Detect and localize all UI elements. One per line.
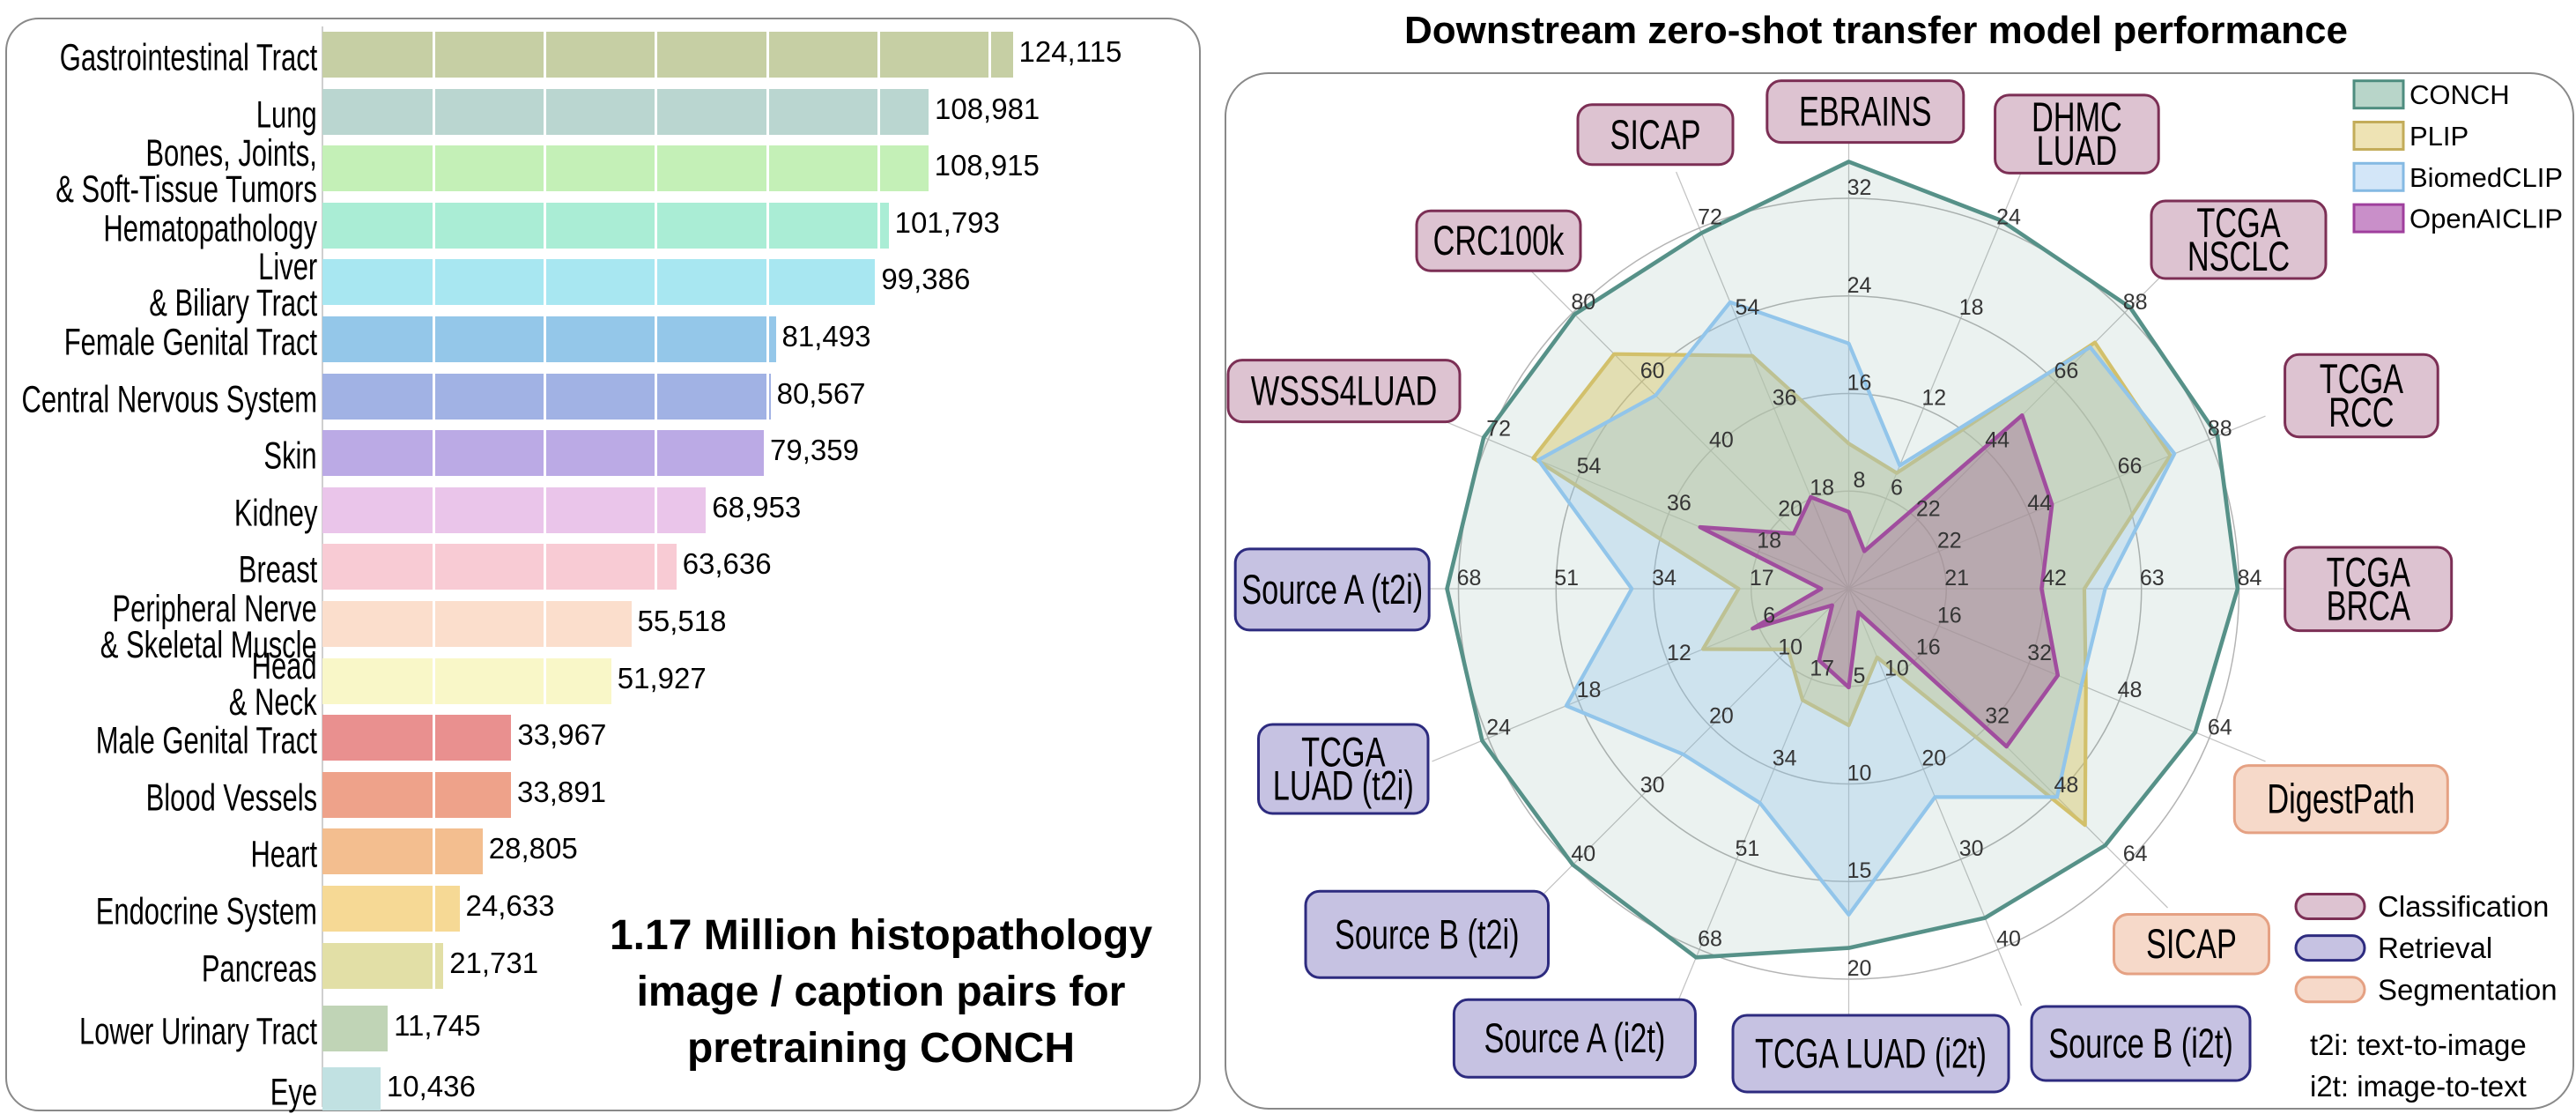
- svg-text:20: 20: [1847, 956, 1872, 981]
- svg-text:17: 17: [1810, 656, 1834, 680]
- svg-text:20: 20: [1778, 497, 1802, 522]
- svg-text:5: 5: [1854, 664, 1866, 688]
- svg-text:60: 60: [1640, 359, 1665, 383]
- svg-text:LUAD (t2i): LUAD (t2i): [1273, 762, 1414, 809]
- svg-text:PLIP: PLIP: [2409, 121, 2469, 152]
- svg-text:CONCH: CONCH: [2409, 79, 2510, 110]
- svg-text:30: 30: [1959, 836, 1984, 861]
- svg-text:40: 40: [1709, 427, 1734, 452]
- svg-text:22: 22: [1937, 529, 1962, 553]
- svg-text:RCC: RCC: [2328, 390, 2394, 436]
- svg-text:Segmentation: Segmentation: [2378, 973, 2557, 1006]
- svg-text:CRC100k: CRC100k: [1433, 218, 1565, 264]
- svg-text:36: 36: [1667, 491, 1691, 516]
- svg-text:32: 32: [1985, 704, 2010, 729]
- svg-text:NSCLC: NSCLC: [2187, 234, 2290, 280]
- svg-text:88: 88: [2208, 417, 2232, 442]
- svg-text:40: 40: [1996, 926, 2021, 951]
- svg-text:22: 22: [1916, 497, 1941, 522]
- svg-text:TCGA: TCGA: [2320, 356, 2404, 403]
- svg-text:TCGA LUAD (i2t): TCGA LUAD (i2t): [1755, 1030, 1987, 1077]
- svg-text:88: 88: [2123, 290, 2148, 315]
- svg-text:80: 80: [1571, 290, 1595, 315]
- svg-text:64: 64: [2208, 716, 2232, 740]
- svg-text:34: 34: [1773, 746, 1797, 771]
- svg-text:44: 44: [2027, 491, 2052, 516]
- svg-text:BiomedCLIP: BiomedCLIP: [2409, 162, 2563, 193]
- svg-text:18: 18: [1959, 295, 1984, 320]
- svg-text:63: 63: [2140, 566, 2165, 590]
- svg-text:10: 10: [1884, 656, 1909, 680]
- svg-text:LUAD: LUAD: [2037, 128, 2117, 175]
- svg-text:Source A (t2i): Source A (t2i): [1241, 567, 1423, 613]
- svg-text:6: 6: [1763, 603, 1775, 628]
- svg-text:OpenAICLIP: OpenAICLIP: [2409, 204, 2563, 234]
- svg-text:Classification: Classification: [2378, 890, 2549, 923]
- svg-text:6: 6: [1891, 476, 1903, 501]
- svg-text:10: 10: [1847, 761, 1872, 786]
- svg-text:34: 34: [1652, 566, 1677, 590]
- svg-text:72: 72: [1698, 205, 1722, 230]
- svg-text:Source B (t2i): Source B (t2i): [1335, 911, 1520, 958]
- svg-text:12: 12: [1667, 641, 1691, 665]
- svg-text:21: 21: [1944, 566, 1969, 590]
- svg-text:51: 51: [1554, 566, 1579, 590]
- svg-text:SICAP: SICAP: [2146, 921, 2237, 968]
- svg-text:8: 8: [1854, 468, 1866, 493]
- svg-text:72: 72: [1486, 417, 1511, 442]
- svg-text:EBRAINS: EBRAINS: [1799, 88, 1932, 135]
- svg-text:48: 48: [2118, 678, 2143, 702]
- svg-text:12: 12: [1921, 385, 1946, 410]
- svg-text:64: 64: [2123, 842, 2148, 866]
- svg-text:DigestPath: DigestPath: [2267, 776, 2415, 822]
- svg-text:SICAP: SICAP: [1610, 112, 1701, 159]
- svg-text:BRCA: BRCA: [2327, 583, 2411, 629]
- svg-text:TCGA: TCGA: [1301, 729, 1386, 776]
- svg-text:66: 66: [2118, 454, 2143, 479]
- svg-text:42: 42: [2042, 566, 2067, 590]
- svg-text:24: 24: [1486, 716, 1511, 740]
- svg-text:10: 10: [1778, 635, 1802, 659]
- svg-text:40: 40: [1571, 842, 1595, 866]
- svg-text:54: 54: [1577, 454, 1602, 479]
- svg-text:Source A (i2t): Source A (i2t): [1484, 1015, 1665, 1062]
- svg-text:Source B (i2t): Source B (i2t): [2048, 1021, 2233, 1067]
- svg-text:16: 16: [1916, 635, 1941, 659]
- svg-text:68: 68: [1457, 566, 1482, 590]
- svg-text:TCGA: TCGA: [2196, 200, 2281, 247]
- svg-text:18: 18: [1757, 529, 1781, 553]
- svg-text:30: 30: [1640, 773, 1665, 798]
- svg-text:18: 18: [1577, 678, 1602, 702]
- svg-text:84: 84: [2238, 566, 2262, 590]
- svg-text:24: 24: [1996, 205, 2021, 230]
- svg-text:i2t: image-to-text: i2t: image-to-text: [2310, 1070, 2527, 1103]
- svg-text:36: 36: [1773, 385, 1797, 410]
- svg-text:WSSS4LUAD: WSSS4LUAD: [1251, 368, 1438, 414]
- svg-text:20: 20: [1921, 746, 1946, 771]
- svg-text:17: 17: [1750, 566, 1774, 590]
- svg-text:Retrieval: Retrieval: [2378, 932, 2492, 964]
- svg-text:TCGA: TCGA: [2327, 549, 2411, 596]
- svg-text:54: 54: [1735, 295, 1759, 320]
- svg-text:DHMC: DHMC: [2032, 94, 2122, 141]
- svg-text:16: 16: [1937, 603, 1962, 628]
- svg-text:44: 44: [1985, 427, 2010, 452]
- svg-text:48: 48: [2054, 773, 2078, 798]
- svg-text:15: 15: [1847, 858, 1872, 883]
- svg-text:18: 18: [1810, 476, 1834, 501]
- svg-text:24: 24: [1847, 273, 1872, 298]
- svg-text:20: 20: [1709, 704, 1734, 729]
- svg-text:51: 51: [1735, 836, 1759, 861]
- svg-text:32: 32: [2027, 641, 2052, 665]
- svg-text:16: 16: [1847, 371, 1872, 396]
- svg-text:68: 68: [1698, 926, 1722, 951]
- svg-text:32: 32: [1847, 175, 1872, 200]
- svg-text:66: 66: [2054, 359, 2078, 383]
- svg-text:t2i: text-to-image: t2i: text-to-image: [2310, 1029, 2527, 1061]
